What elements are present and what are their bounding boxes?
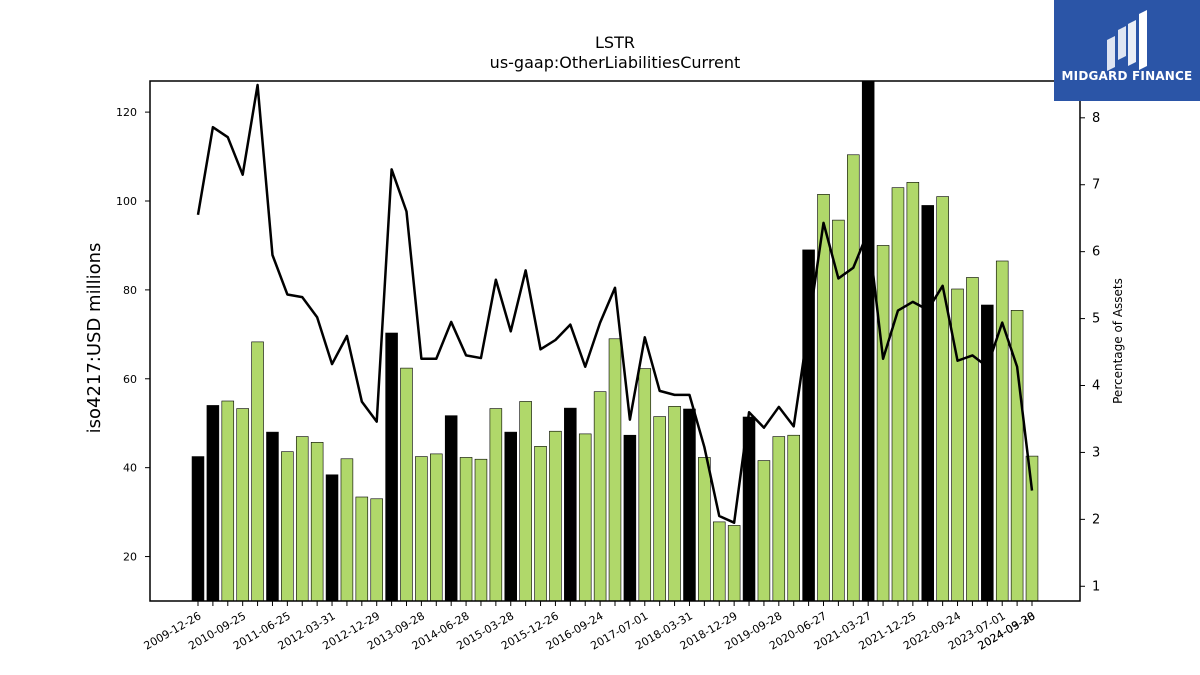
bar	[191, 456, 205, 602]
bar	[1025, 455, 1039, 602]
y2-tick-label: 5	[1092, 312, 1100, 327]
bar	[995, 260, 1009, 602]
bar	[861, 80, 875, 602]
bar	[712, 521, 726, 602]
bar	[370, 498, 383, 602]
bar	[325, 474, 339, 602]
bar	[876, 245, 890, 602]
bar	[295, 436, 309, 602]
brand-name: MIDGARD FINANCE	[1061, 69, 1193, 83]
y-tick-label: 40	[123, 462, 137, 475]
y2-tick-label: 6	[1092, 245, 1100, 260]
series-line	[196, 83, 1034, 524]
bar	[251, 341, 264, 602]
y2-tick-label: 8	[1092, 111, 1100, 126]
bar	[266, 431, 279, 602]
bar	[727, 525, 741, 602]
bar	[281, 451, 294, 602]
y-tick-label: 60	[123, 373, 137, 386]
bar	[444, 415, 458, 602]
bar	[564, 407, 577, 602]
bar	[459, 457, 473, 602]
chart-title: LSTR	[595, 33, 635, 52]
y2-axis-label: Percentage of Assets	[1111, 278, 1125, 404]
bar	[236, 408, 249, 602]
y-tick-label: 20	[123, 551, 137, 564]
y2-tick-label: 4	[1092, 379, 1100, 394]
bar	[921, 205, 934, 602]
y2-tick-label: 2	[1092, 512, 1100, 527]
bar	[355, 496, 369, 602]
bar	[608, 338, 622, 602]
bar-series	[191, 80, 1039, 602]
y2-tick-label: 3	[1092, 445, 1100, 460]
bar	[400, 367, 413, 602]
brand-logo: MIDGARD FINANCE	[1054, 0, 1200, 101]
bar	[415, 456, 428, 602]
bar	[683, 408, 696, 602]
bar	[757, 460, 771, 602]
chart-subtitle: us-gaap:OtherLiabilitiesCurrent	[490, 53, 741, 72]
bar	[653, 416, 666, 602]
bar	[668, 406, 681, 602]
bar	[847, 154, 860, 602]
bar	[638, 368, 652, 602]
bar	[623, 434, 637, 602]
bar	[519, 401, 532, 602]
y-tick-label: 100	[116, 195, 137, 208]
bar	[906, 182, 920, 602]
y2-tick-label: 1	[1092, 579, 1100, 594]
bar	[698, 457, 711, 602]
bar	[340, 458, 354, 602]
bar	[593, 391, 607, 602]
bar	[504, 431, 518, 602]
y-axis-label: iso4217:USD millions	[84, 243, 105, 434]
bar	[936, 196, 949, 602]
bar	[310, 442, 324, 602]
bar	[549, 430, 562, 602]
bar	[787, 434, 800, 602]
bar	[891, 187, 905, 602]
bar	[474, 458, 488, 602]
bar	[772, 436, 786, 602]
line-series	[196, 83, 1034, 524]
bar	[534, 446, 547, 602]
brand-logo-icon	[1107, 10, 1147, 71]
y-tick-label: 80	[123, 284, 137, 297]
bar	[206, 405, 220, 602]
y-tick-label: 120	[116, 106, 137, 119]
bar	[221, 400, 235, 602]
bar	[966, 277, 979, 602]
bar	[489, 408, 503, 602]
bar	[430, 453, 443, 602]
bar	[385, 332, 398, 602]
bar	[578, 433, 592, 602]
y2-tick-label: 7	[1092, 178, 1100, 193]
bar	[981, 304, 994, 602]
